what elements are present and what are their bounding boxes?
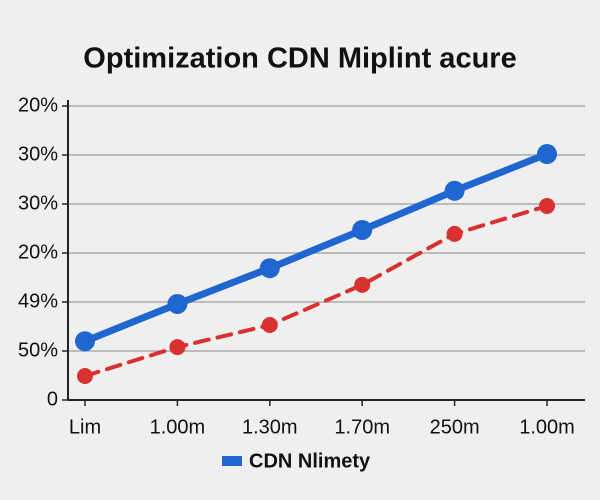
legend-label: CDN Nlimety xyxy=(249,450,371,472)
y-tick-label: 49% xyxy=(18,290,58,312)
y-tick-label: 20% xyxy=(18,94,58,116)
data-point xyxy=(259,258,280,279)
series-line xyxy=(83,203,549,378)
x-tick-label: 250m xyxy=(430,416,480,438)
data-point xyxy=(169,339,186,356)
data-point xyxy=(444,180,465,201)
data-point xyxy=(261,317,278,334)
x-tick-label: 1.30m xyxy=(242,416,298,438)
data-point xyxy=(77,367,93,384)
data-point xyxy=(75,331,95,352)
legend-swatch xyxy=(222,456,242,466)
series-line xyxy=(81,150,551,345)
y-tick-label: 20% xyxy=(18,241,58,263)
data-point xyxy=(446,225,463,242)
chart-title: Optimization CDN Miplint acure xyxy=(83,43,516,75)
data-point xyxy=(539,197,555,214)
data-point xyxy=(352,219,373,240)
x-tick-label: 1.00m xyxy=(150,416,206,438)
data-point xyxy=(354,276,371,293)
data-point xyxy=(537,144,557,165)
data-point xyxy=(167,293,188,314)
x-tick-label: 1.70m xyxy=(334,416,390,438)
y-tick-label: 30% xyxy=(18,192,58,214)
x-tick-label: 1.00m xyxy=(519,416,575,438)
x-tick-label: Lim xyxy=(69,416,101,438)
y-tick-label: 30% xyxy=(18,143,58,165)
y-tick-label: 0 xyxy=(47,388,58,410)
y-tick-label: 50% xyxy=(18,339,58,361)
